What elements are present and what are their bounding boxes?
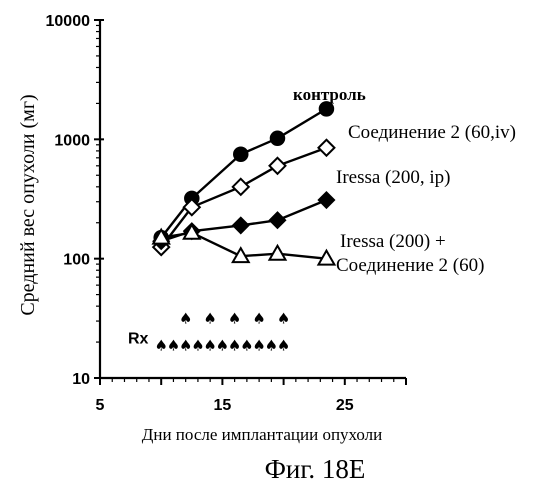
- rx-dose-mark-lower: ♠: [191, 337, 204, 355]
- x-tick-label: 5: [96, 397, 105, 414]
- data-point-diamond: [231, 177, 251, 197]
- series-line: [160, 107, 328, 239]
- data-point-diamond: [317, 138, 336, 158]
- x-tick-label: 15: [214, 397, 232, 414]
- data-point-triangle: [316, 248, 337, 266]
- series-labels: контроль Соединение 2 (60,iv) Iressa (200,…: [293, 85, 516, 276]
- data-point-triangle: [267, 243, 288, 261]
- rx-dose-mark-lower: ♠: [228, 337, 241, 355]
- rx-dose-mark-upper: ♠: [252, 310, 265, 328]
- rx-dose-mark-lower: ♠: [179, 337, 192, 355]
- series-label-continued: Соединение 2 (60): [336, 255, 484, 276]
- y-tick-label: 10: [72, 371, 90, 388]
- rx-label: Rx: [128, 331, 149, 348]
- rx-dose-mark-upper: ♠: [228, 310, 241, 328]
- axes: 10 100 1000 10000 5 15 25: [46, 13, 407, 414]
- data-point-circle: [318, 101, 335, 117]
- rx-dose-mark-lower: ♠: [265, 337, 278, 355]
- rx-dose-mark-lower: ♠: [252, 337, 265, 355]
- rx-dose-mark-upper: ♠: [203, 310, 216, 328]
- rx-dose-mark-lower: ♠: [216, 337, 229, 355]
- data-point-circle: [233, 146, 249, 162]
- figure-caption: Фиг. 18Е: [265, 454, 366, 484]
- series-open-triangle: [151, 222, 337, 266]
- x-tick-label: 25: [336, 397, 354, 414]
- data-point-diamond: [268, 156, 287, 176]
- rx-schedule: Rx♠ ♠ ♠ ♠ ♠♠♠♠♠♠♠♠♠♠♠♠: [128, 310, 290, 355]
- rx-dose-mark-lower: ♠: [203, 337, 216, 355]
- y-tick-label: 1000: [54, 132, 90, 149]
- rx-dose-mark-lower: ♠: [167, 337, 180, 355]
- rx-dose-mark-lower: ♠: [240, 337, 253, 355]
- data-point-diamond: [231, 216, 250, 235]
- series-label: Iressa (200) +: [340, 231, 446, 252]
- data-point-triangle: [151, 227, 171, 245]
- data-point-triangle: [231, 246, 251, 264]
- rx-dose-mark-upper: ♠: [277, 310, 290, 328]
- data-point-diamond: [317, 190, 336, 210]
- series-label: Iressa (200, ip): [336, 167, 451, 188]
- rx-dose-mark-lower: ♠: [154, 337, 167, 355]
- x-axis-label: Дни после имплантации опухоли: [142, 425, 383, 444]
- y-tick-label: 100: [63, 252, 90, 269]
- rx-dose-mark-lower: ♠: [277, 337, 290, 355]
- series-label: контроль: [293, 85, 366, 104]
- y-axis-label: Средний вес опухоли (мг): [17, 94, 39, 315]
- data-point-triangle: [182, 222, 202, 240]
- series-group: [151, 101, 337, 266]
- data-point-circle: [269, 130, 286, 147]
- rx-dose-mark-upper: ♠: [179, 310, 192, 328]
- y-tick-label: 10000: [46, 13, 91, 30]
- data-point-diamond: [182, 197, 202, 217]
- series-label: Соединение 2 (60,iv): [348, 122, 516, 143]
- data-point-diamond: [268, 211, 287, 230]
